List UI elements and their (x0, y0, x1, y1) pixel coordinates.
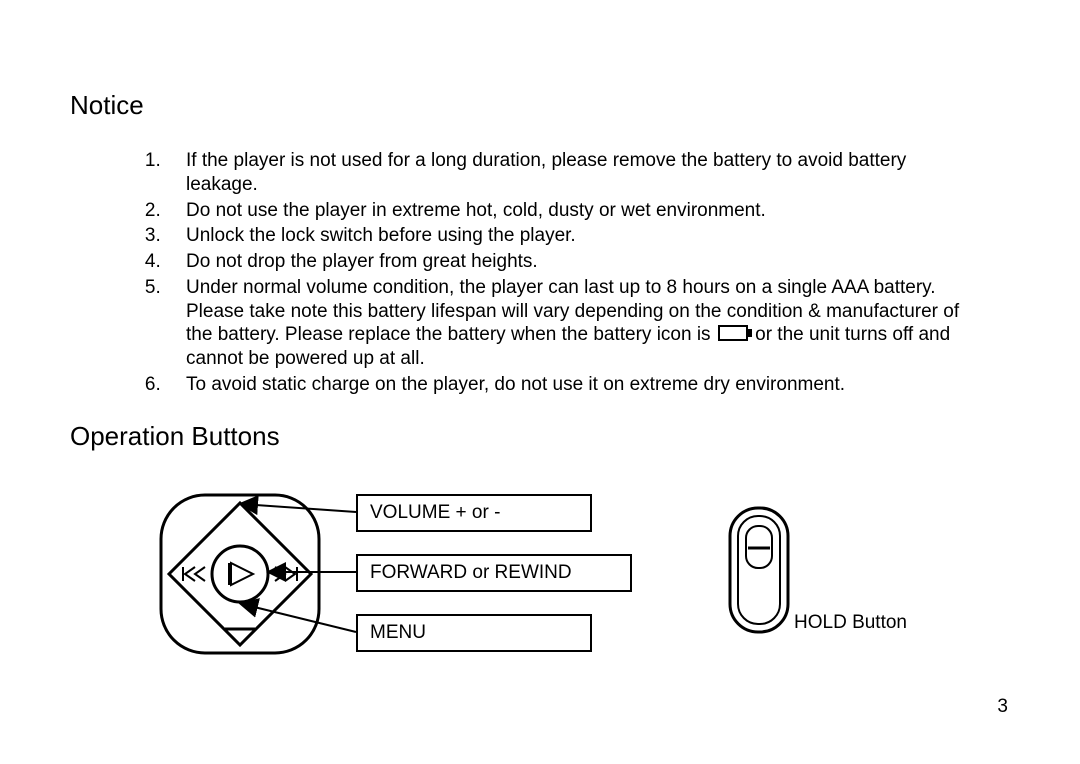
label-menu-text: MENU (370, 622, 426, 643)
notice-item: Under normal volume condition, the playe… (166, 276, 970, 371)
label-hold-text: HOLD Button (794, 612, 907, 633)
label-forward-text: FORWARD or REWIND (370, 562, 572, 583)
label-volume-text: VOLUME + or - (370, 502, 500, 523)
operation-buttons-diagram: VOLUME + or - FORWARD or REWIND MENU HOL… (70, 464, 1010, 694)
notice-item: Do not drop the player from great height… (166, 250, 970, 274)
label-forward: FORWARD or REWIND (356, 554, 632, 592)
label-menu: MENU (356, 614, 592, 652)
notice-item: Unlock the lock switch before using the … (166, 224, 970, 248)
label-hold: HOLD Button (794, 612, 907, 634)
hold-switch-illustration (726, 504, 792, 636)
heading-notice: Notice (70, 90, 1010, 121)
battery-empty-icon (718, 325, 748, 341)
notice-item: Do not use the player in extreme hot, co… (166, 199, 970, 223)
page-number: 3 (997, 696, 1008, 718)
notice-list: If the player is not used for a long dur… (126, 149, 1010, 397)
notice-item: If the player is not used for a long dur… (166, 149, 970, 197)
manual-page: Notice If the player is not used for a l… (0, 0, 1080, 764)
notice-item: To avoid static charge on the player, do… (166, 373, 970, 397)
label-volume: VOLUME + or - (356, 494, 592, 532)
heading-operation-buttons: Operation Buttons (70, 421, 1010, 452)
